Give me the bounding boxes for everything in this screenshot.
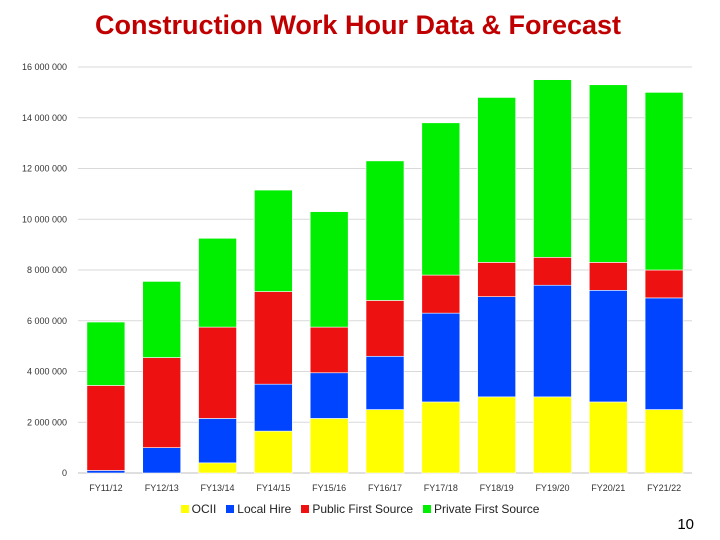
bar-segment [421,312,461,403]
bar-segment [309,211,349,328]
y-tick-label: 16 000 000 [22,62,67,72]
chart-title: Construction Work Hour Data & Forecast [94,10,622,40]
bar-segment [533,396,572,474]
bar-segment [254,430,293,474]
bar-segment [142,281,182,358]
y-tick-label: 6 000 000 [27,316,67,326]
y-tick-label: 2 000 000 [27,417,67,427]
x-tick-label: FY20/21 [591,483,625,493]
bar-segment [477,296,516,398]
bar-segment [198,462,237,474]
bar-segment [198,326,237,419]
bar-segment [86,470,126,474]
x-tick-label: FY17/18 [424,483,458,493]
y-tick-label: 12 000 000 [22,164,67,174]
legend-entry: Public First Source [301,502,413,516]
bar-segment [644,297,684,410]
legend-entry: OCII [180,502,217,516]
x-tick-label: FY14/15 [256,483,290,493]
x-tick-label: FY12/13 [145,483,179,493]
bar-segment [254,291,293,385]
bar-segment [254,383,293,432]
legend-entry: Private First Source [423,502,539,516]
bar-segment [365,409,405,474]
legend-swatch [423,505,432,513]
bar-segment [477,396,516,474]
legend-label: Public First Source [312,502,414,516]
bar-segment [309,418,349,474]
x-tick-label: FY13/14 [201,483,235,493]
bar-segment [309,326,349,374]
bar-segment [644,409,684,474]
x-tick-label: FY19/20 [535,483,569,493]
bar-segment [588,289,628,403]
bar-segment [533,257,572,286]
x-tick-label: FY15/16 [312,483,346,493]
y-tick-label: 4 000 000 [27,367,67,377]
legend-swatch [301,505,310,513]
bar-segment [533,79,572,258]
bar-segment [86,385,126,471]
bar-segment [421,401,461,474]
y-tick-label: 0 [62,468,67,478]
x-axis-tick-labels: FY11/12 FY12/13 FY13/14 FY14/15 FY15/16 FY16/… [89,483,681,493]
x-tick-label: FY18/19 [480,483,514,493]
legend-label: OCII [191,502,217,516]
bar-segment [142,357,182,448]
bar-segment [365,355,405,410]
y-axis-tick-labels: 0 2 000 000 4 000 000 6 000 000 8 000 000 10 … [22,62,67,478]
x-tick-label: FY21/22 [647,483,681,493]
bar-segment [477,262,516,297]
bar-segment [365,300,405,357]
bar-segment [421,274,461,314]
bar-segment [86,321,126,386]
bar-segment [309,372,349,419]
y-tick-label: 14 000 000 [22,113,67,123]
bar-segment [254,189,293,292]
bar-segment [477,97,516,263]
x-tick-label: FY16/17 [368,483,402,493]
legend-swatch [226,505,235,513]
bar-segment [644,269,684,299]
bar-segment [142,447,182,474]
y-tick-label: 10 000 000 [22,214,67,224]
legend-entry: Local Hire [226,502,291,516]
bar-segment [365,160,405,301]
bar-segment [588,401,628,474]
bar-segment [533,284,572,398]
y-tick-label: 8 000 000 [27,265,67,275]
bar-segment [198,237,237,328]
bar-segment [421,122,461,276]
legend-label: Private First Source [434,502,540,516]
legend-swatch [180,505,189,513]
legend-label: Local Hire [237,502,292,516]
bars [86,79,684,474]
bar-segment [588,84,628,263]
x-tick-label: FY11/12 [89,483,122,493]
page-number: 10 [677,516,694,533]
bar-segment [644,92,684,271]
bar-segment [588,262,628,291]
legend: OCII Local Hire Public First Source Private… [0,502,720,516]
bar-segment [198,418,237,464]
